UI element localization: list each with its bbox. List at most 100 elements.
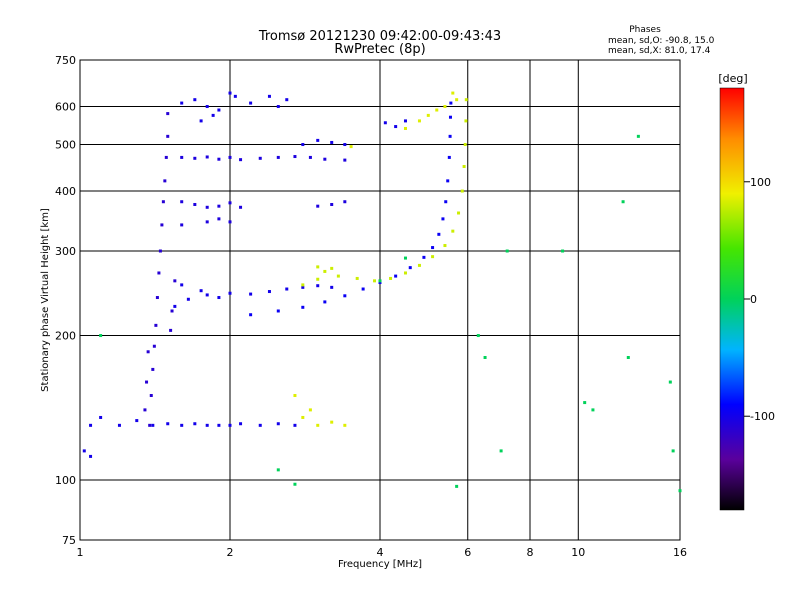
echo-point bbox=[336, 274, 340, 278]
x-tick-label: 16 bbox=[673, 546, 687, 559]
echo-point bbox=[343, 200, 347, 204]
echo-point bbox=[249, 101, 253, 105]
echo-point bbox=[99, 415, 103, 419]
echo-point bbox=[160, 223, 164, 227]
echo-point bbox=[205, 155, 209, 159]
echo-point bbox=[164, 155, 168, 159]
chart-title: Tromsø 20121230 09:42:00-09:43:43 bbox=[258, 29, 501, 44]
echo-point bbox=[316, 277, 320, 281]
echo-point bbox=[301, 305, 305, 309]
echo-point bbox=[217, 217, 221, 221]
echo-point bbox=[151, 423, 155, 427]
echo-point bbox=[161, 200, 165, 204]
echo-point bbox=[378, 280, 382, 284]
echo-point bbox=[678, 489, 682, 493]
echo-point bbox=[205, 220, 209, 224]
echo-point bbox=[157, 271, 161, 275]
echo-point bbox=[267, 290, 271, 294]
echo-point bbox=[403, 126, 407, 130]
echo-point bbox=[146, 350, 150, 354]
echo-point bbox=[199, 289, 203, 293]
echo-point bbox=[180, 200, 184, 204]
echo-point bbox=[193, 156, 197, 160]
echo-point bbox=[166, 112, 170, 116]
echo-point bbox=[431, 246, 435, 250]
echo-point bbox=[455, 484, 459, 488]
echo-point bbox=[301, 143, 305, 147]
echo-point bbox=[668, 380, 672, 384]
echo-point bbox=[217, 157, 221, 161]
echo-point bbox=[316, 265, 320, 269]
echo-point bbox=[239, 205, 243, 209]
echo-point bbox=[316, 138, 320, 142]
echo-point bbox=[383, 121, 387, 125]
colorbar-label: [deg] bbox=[718, 72, 747, 85]
echo-point bbox=[166, 134, 170, 138]
echo-point bbox=[249, 292, 253, 296]
echo-point bbox=[373, 279, 377, 283]
echo-point bbox=[444, 200, 448, 204]
echo-point bbox=[205, 105, 209, 109]
echo-point bbox=[441, 217, 445, 221]
echo-point bbox=[163, 179, 167, 183]
phases-annotation-o: mean, sd,O: -90.8, 15.0 bbox=[608, 36, 715, 46]
echo-point bbox=[403, 256, 407, 260]
y-tick-label: 300 bbox=[55, 245, 76, 258]
echo-point bbox=[301, 285, 305, 289]
echo-point bbox=[464, 98, 468, 102]
echo-point bbox=[169, 328, 173, 332]
echo-point bbox=[217, 423, 221, 427]
echo-point bbox=[591, 408, 595, 412]
echo-point bbox=[143, 408, 147, 412]
echo-point bbox=[211, 113, 215, 117]
echo-point bbox=[308, 155, 312, 159]
echo-point bbox=[293, 423, 297, 427]
echo-point bbox=[173, 304, 177, 308]
echo-point bbox=[448, 115, 452, 119]
echo-point bbox=[431, 255, 435, 259]
echo-point bbox=[276, 468, 280, 472]
x-tick-label: 4 bbox=[377, 546, 384, 559]
colorbar-tick-label: 100 bbox=[750, 176, 771, 189]
echo-point bbox=[193, 202, 197, 206]
echo-point bbox=[349, 145, 353, 149]
echo-point bbox=[301, 283, 305, 287]
echo-point bbox=[394, 274, 398, 278]
echo-point bbox=[180, 283, 184, 287]
echo-point bbox=[228, 155, 232, 159]
echo-point bbox=[217, 296, 221, 300]
phases-annotation-title: Phases bbox=[629, 25, 661, 35]
echo-point bbox=[267, 94, 271, 98]
echo-point bbox=[239, 158, 243, 162]
y-axis-label: Stationary phase Virtual Height [km] bbox=[40, 208, 51, 392]
echo-point bbox=[462, 164, 466, 168]
echo-point bbox=[561, 249, 565, 253]
echo-point bbox=[285, 287, 289, 291]
echo-point bbox=[149, 394, 153, 398]
echo-point bbox=[217, 108, 221, 112]
y-tick-label: 600 bbox=[55, 101, 76, 114]
echo-point bbox=[417, 119, 421, 123]
x-tick-label: 1 bbox=[77, 546, 84, 559]
echo-point bbox=[457, 211, 461, 215]
echo-point bbox=[193, 98, 197, 102]
echo-point bbox=[233, 94, 237, 98]
echo-point bbox=[426, 113, 430, 117]
echo-point bbox=[276, 422, 280, 426]
x-tick-label: 2 bbox=[227, 546, 234, 559]
echo-point bbox=[499, 449, 503, 453]
echo-point bbox=[276, 105, 280, 109]
phases-annotation-x: mean, sd,X: 81.0, 17.4 bbox=[608, 46, 711, 56]
echo-point bbox=[355, 276, 359, 280]
echo-point bbox=[249, 313, 253, 317]
echo-point bbox=[443, 244, 447, 248]
chart-subtitle: RwPretec (8p) bbox=[334, 42, 425, 57]
x-axis-label: Frequency [MHz] bbox=[338, 559, 422, 570]
echo-point bbox=[199, 119, 203, 123]
echo-point bbox=[451, 229, 455, 233]
colorbar-tick-label: -100 bbox=[750, 410, 775, 423]
echo-point bbox=[154, 323, 158, 327]
echo-point bbox=[180, 155, 184, 159]
echo-point bbox=[378, 279, 382, 283]
